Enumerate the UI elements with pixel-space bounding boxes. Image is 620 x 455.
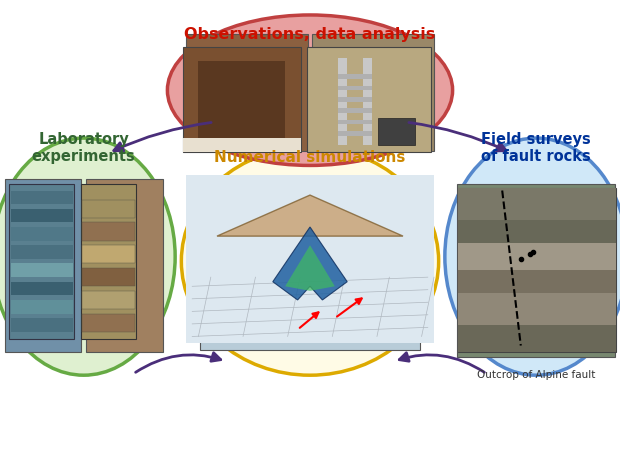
Bar <box>82 291 135 309</box>
FancyBboxPatch shape <box>312 35 434 151</box>
Ellipse shape <box>167 16 453 166</box>
Bar <box>11 264 73 278</box>
FancyBboxPatch shape <box>5 180 81 353</box>
Bar <box>11 191 73 205</box>
Ellipse shape <box>181 148 439 375</box>
FancyBboxPatch shape <box>186 35 308 151</box>
Bar <box>458 189 616 221</box>
Bar <box>11 228 73 241</box>
Polygon shape <box>273 228 347 300</box>
FancyBboxPatch shape <box>458 184 615 357</box>
Bar <box>338 121 372 125</box>
Bar <box>363 59 372 146</box>
Bar <box>183 139 301 152</box>
Text: Observations, data analysis: Observations, data analysis <box>184 27 436 41</box>
Bar <box>338 132 372 136</box>
FancyArrowPatch shape <box>399 353 484 373</box>
FancyBboxPatch shape <box>183 48 301 152</box>
Bar <box>378 118 415 146</box>
FancyBboxPatch shape <box>307 48 431 152</box>
FancyBboxPatch shape <box>200 196 420 350</box>
Ellipse shape <box>445 139 620 375</box>
Bar <box>458 243 616 271</box>
Bar <box>338 86 372 91</box>
Bar <box>198 61 285 141</box>
FancyArrowPatch shape <box>409 123 506 152</box>
Bar <box>11 318 73 332</box>
Bar <box>11 209 73 223</box>
Text: Laboratory
experiments: Laboratory experiments <box>32 131 136 164</box>
Bar <box>458 271 616 293</box>
Bar <box>458 325 616 353</box>
FancyArrowPatch shape <box>114 123 211 152</box>
Bar <box>338 109 372 114</box>
FancyArrowPatch shape <box>136 353 221 373</box>
FancyBboxPatch shape <box>186 175 434 344</box>
Bar <box>458 293 616 325</box>
Bar <box>82 268 135 287</box>
Bar <box>458 221 616 243</box>
FancyBboxPatch shape <box>9 184 74 339</box>
Text: Outcrop of Alpine fault: Outcrop of Alpine fault <box>477 369 595 379</box>
FancyBboxPatch shape <box>458 189 616 353</box>
Bar <box>82 223 135 241</box>
Bar <box>338 98 372 102</box>
Ellipse shape <box>0 139 175 375</box>
Bar <box>82 246 135 264</box>
Bar <box>338 59 347 146</box>
Bar <box>82 314 135 332</box>
Bar <box>338 75 372 80</box>
Text: Field surveys
of fault rocks: Field surveys of fault rocks <box>481 131 591 164</box>
Polygon shape <box>285 246 335 291</box>
Bar <box>82 200 135 218</box>
Text: Numerical simulations: Numerical simulations <box>215 150 405 164</box>
Bar <box>11 246 73 259</box>
Bar <box>11 300 73 314</box>
FancyBboxPatch shape <box>81 184 136 339</box>
Polygon shape <box>217 196 403 237</box>
Bar <box>11 282 73 296</box>
FancyBboxPatch shape <box>86 180 162 353</box>
